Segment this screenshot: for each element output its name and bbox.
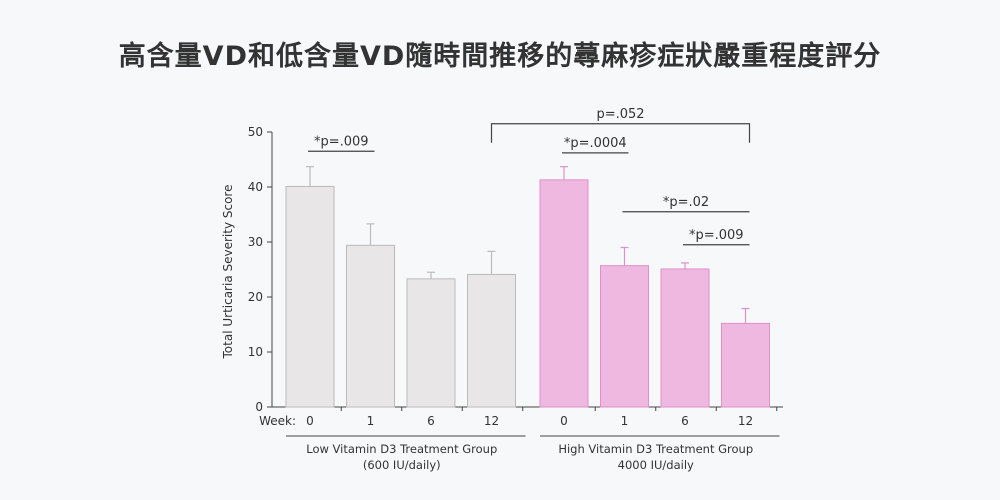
bar-g2-week-6 — [660, 268, 710, 408]
x-tick-label: 1 — [621, 414, 629, 428]
significance-label: *p=.009 — [689, 228, 744, 243]
significance-label: *p=.0004 — [564, 136, 627, 151]
significance-label: p=.052 — [596, 107, 644, 122]
bar-g1-week-0 — [285, 185, 335, 408]
y-tick-label: 40 — [248, 180, 263, 194]
x-axis-week-label: Week: — [259, 414, 296, 428]
group-label-sub: 4000 IU/daily — [618, 458, 694, 472]
group-label: High Vitamin D3 Treatment Group — [558, 442, 753, 456]
x-tick-label: 6 — [681, 414, 689, 428]
significance-label: *p=.02 — [663, 195, 709, 210]
bar-g2-week-12 — [721, 322, 770, 408]
bar-g2-week-0 — [539, 179, 589, 408]
bar-g2-week-1 — [600, 265, 649, 408]
significance-label: *p=.009 — [314, 134, 369, 149]
x-tick-label: 12 — [484, 414, 499, 428]
y-tick-label: 20 — [248, 290, 263, 304]
x-tick-label: 6 — [427, 414, 435, 428]
x-tick-label: 12 — [738, 414, 753, 428]
y-tick-label: 0 — [255, 400, 263, 414]
y-tick-label: 10 — [248, 345, 263, 359]
y-axis-title: Total Urticaria Severity Score — [221, 185, 235, 360]
bar-g1-week-1 — [346, 244, 395, 408]
y-tick-label: 50 — [248, 125, 263, 139]
y-tick-label: 30 — [248, 235, 263, 249]
x-tick-label: 0 — [306, 414, 314, 428]
chart-title: 高含量VD和低含量VD隨時間推移的蕁麻疹症狀嚴重程度評分 — [118, 41, 882, 72]
x-tick-label: 0 — [560, 414, 568, 428]
bar-g1-week-6 — [406, 278, 456, 408]
group-label: Low Vitamin D3 Treatment Group — [306, 442, 497, 456]
group-label-sub: (600 IU/daily) — [363, 458, 441, 472]
bar-g1-week-12 — [467, 273, 516, 408]
significance-bracket — [490, 123, 751, 143]
x-tick-label: 1 — [367, 414, 375, 428]
